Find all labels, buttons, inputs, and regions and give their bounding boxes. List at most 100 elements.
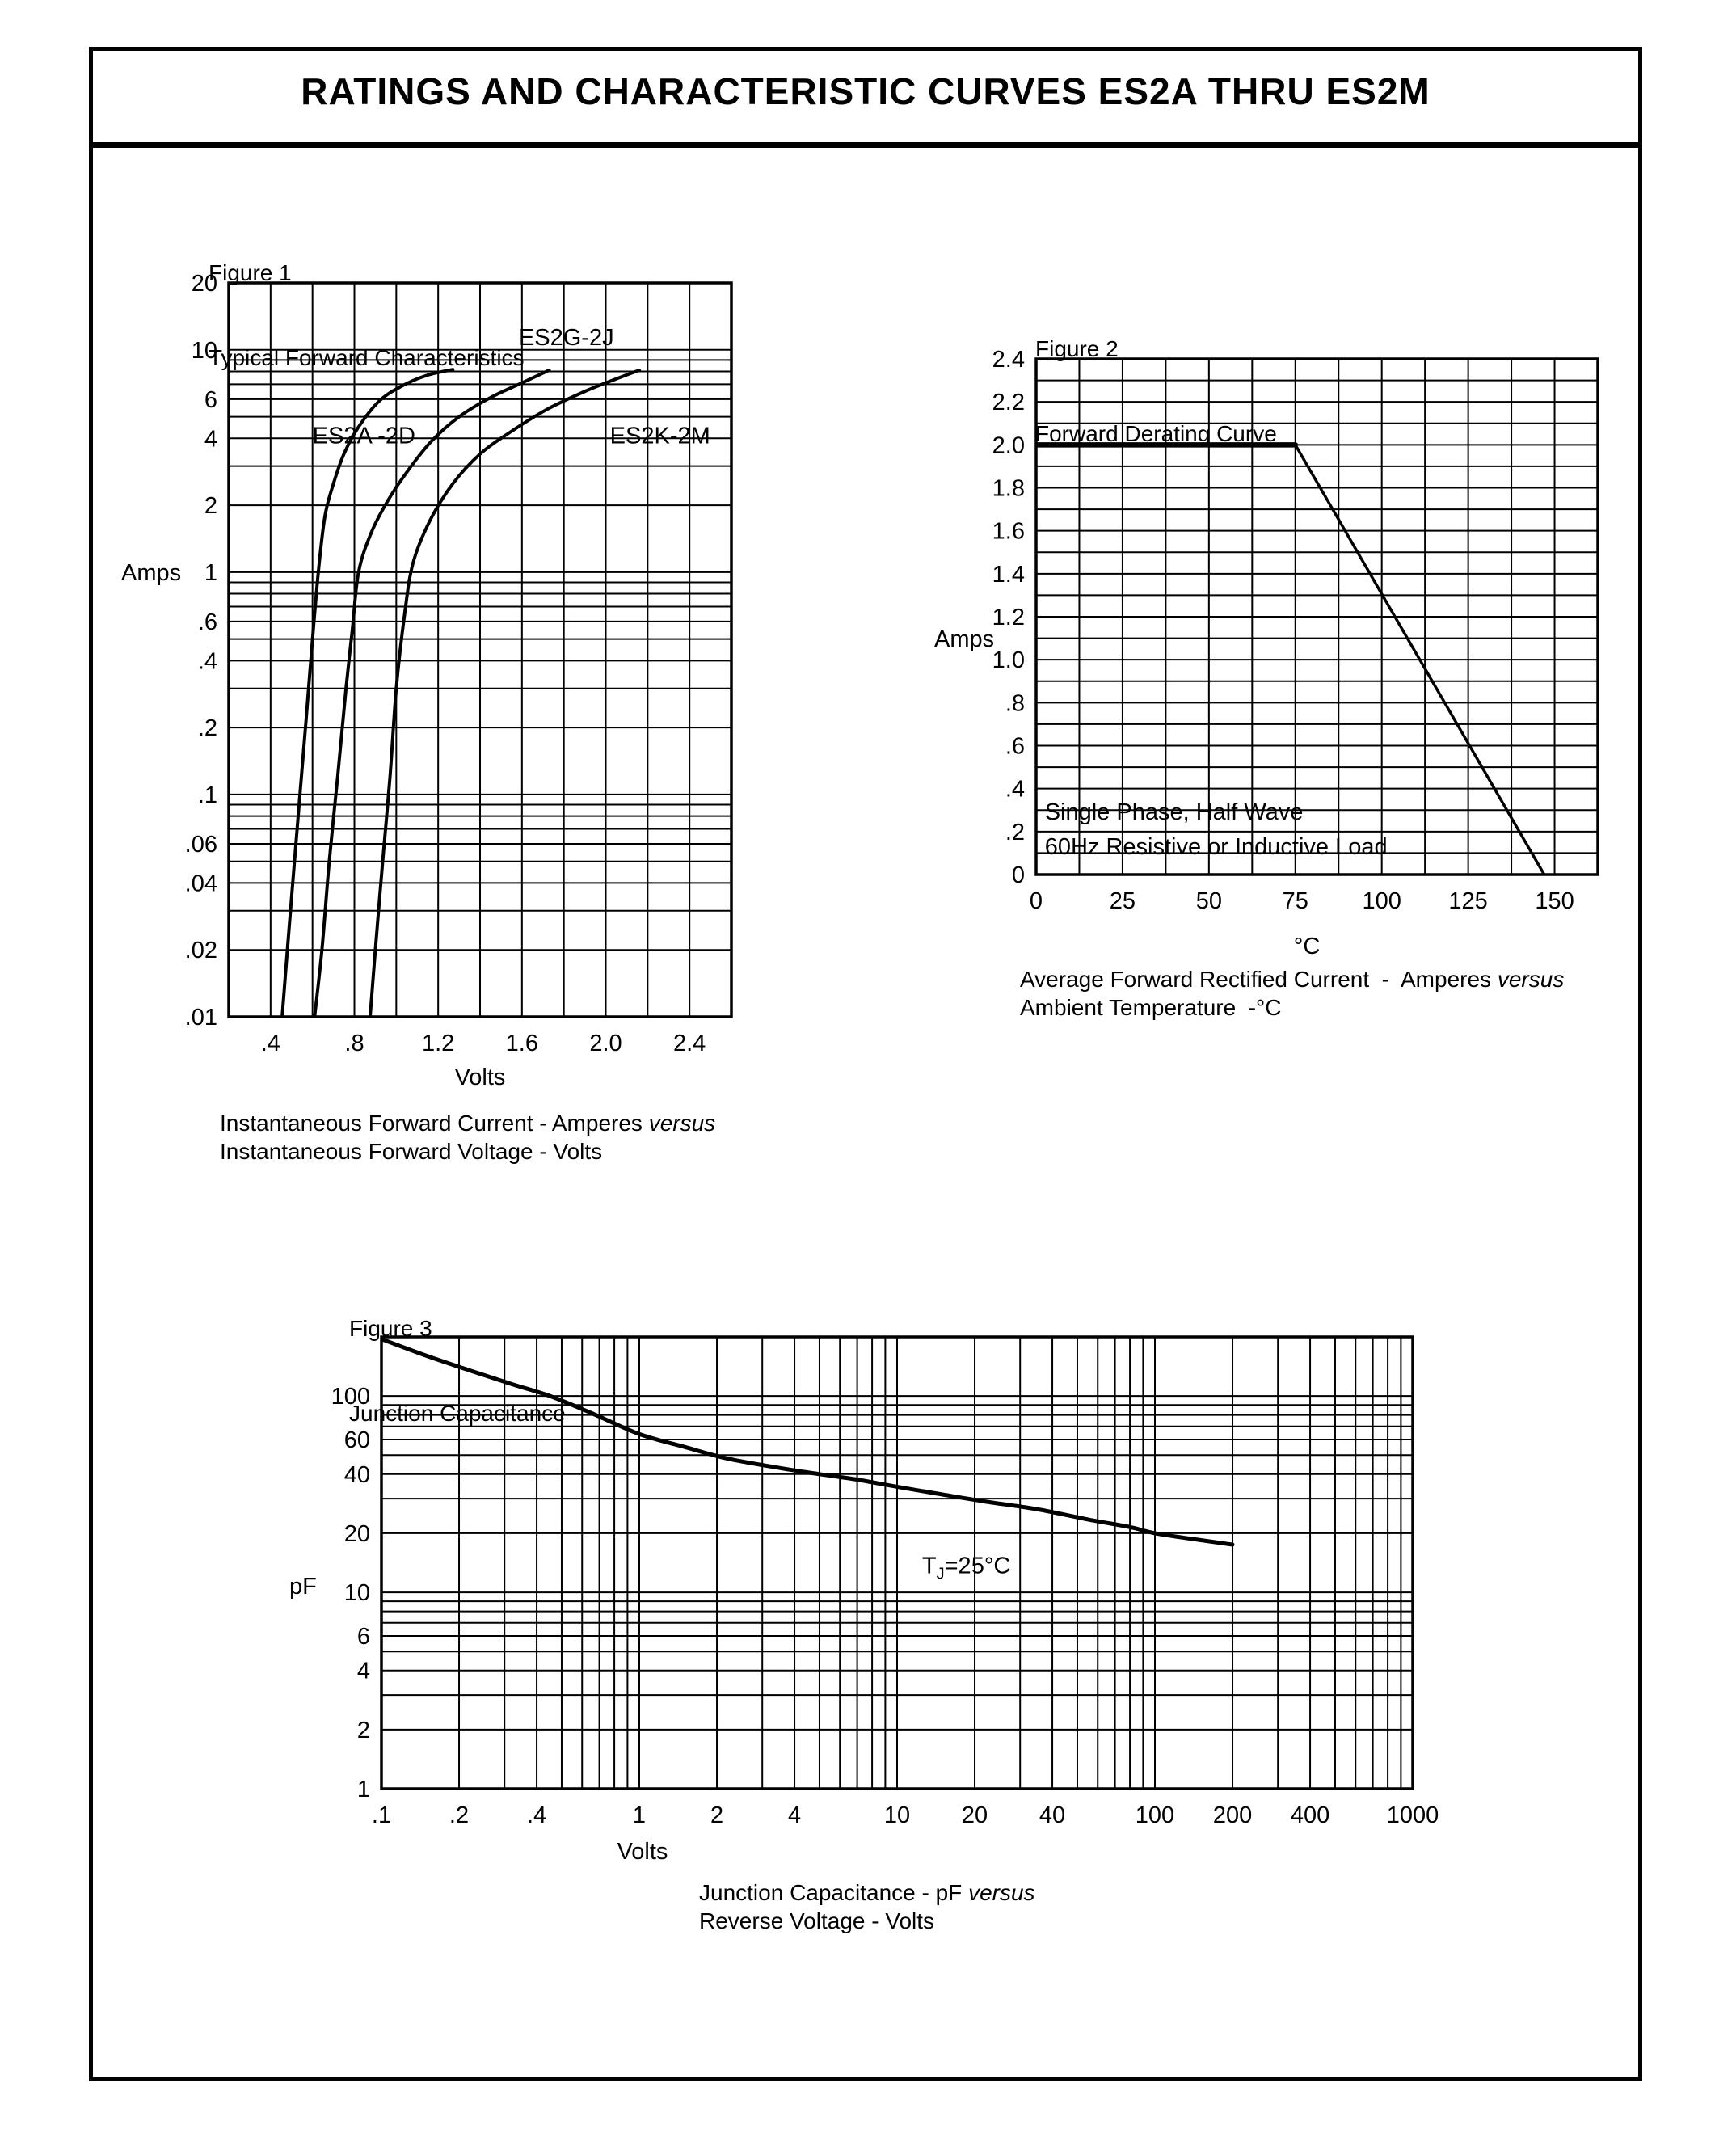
y-tick-label: 2.2 [992,390,1025,415]
x-tick-label: 2 [710,1802,723,1828]
x-axis-label: Volts [617,1839,668,1865]
y-tick-label: 2.0 [992,432,1025,458]
x-tick-label: 50 [1196,888,1222,914]
curves [1035,442,1546,875]
figure2-heading: Figure 2 Forward Derating Curve [1035,278,1277,476]
y-tick-label: 10 [192,338,217,364]
curve-derating-slope [1294,443,1546,875]
x-tick-label: .2 [449,1802,469,1828]
x-tick-label: 40 [1039,1802,1065,1828]
y-tick-label: .1 [198,782,217,808]
x-tick-label: 200 [1213,1802,1252,1828]
grid [229,283,731,1017]
y-tick-label: 4 [204,426,217,452]
y-tick-label: 1.4 [992,562,1025,588]
x-tick-label: .4 [527,1802,546,1828]
grid [381,1337,1413,1789]
curve-junction-capacitance [381,1337,1235,1547]
curve-es2g-2j [313,368,551,1018]
y-tick-label: 100 [331,1384,370,1410]
caption-line: Junction Capacitance - pF versus [699,1880,1035,1905]
y-tick-label: 1.8 [992,476,1025,502]
y-tick-label: 1 [204,560,217,586]
y-tick-label: 1.2 [992,605,1025,630]
y-tick-label: .01 [185,1005,217,1031]
plot-border [1034,357,1599,876]
curves [280,368,641,1018]
x-tick-label: 0 [1030,888,1043,914]
curve-label-single-phase-half-wave: Single Phase, Half Wave [1045,799,1304,825]
x-tick-label: 2.4 [673,1031,706,1056]
curve-label-es2g-2j: ES2G-2J [519,325,614,351]
tick-labels: 2.4 2.2 2.0 1.8 1.6 1.4 1.2 1.0 .8 .6 .4 .2 00 25 50 75… [992,347,1574,914]
y-tick-label: 60 [344,1427,370,1453]
page-border [89,47,1642,2081]
y-tick-label: .6 [198,609,217,635]
x-tick-label: 1.2 [422,1031,454,1056]
y-tick-label: .6 [1005,734,1025,760]
y-tick-label: 1.6 [992,519,1025,545]
y-tick-label: .2 [198,715,217,741]
figure2-chart: 2.4 2.2 2.0 1.8 1.6 1.4 1.2 1.0 .8 .6 .4 .2 00 25 50 75… [934,347,1599,959]
curves [381,1337,1235,1547]
x-tick-label: 20 [962,1802,988,1828]
plot-annotation: TJ=25°C [922,1554,1010,1583]
y-tick-label: 10 [344,1580,370,1606]
x-tick-label: 400 [1291,1802,1329,1828]
x-tick-label: 1 [633,1802,646,1828]
x-tick-label: .8 [344,1031,364,1056]
y-tick-label: .06 [185,832,217,858]
curve-label-es2k-2m: ES2K-2M [610,423,710,449]
title-divider [91,142,1641,148]
caption-line: Ambient Temperature -°C [1020,995,1282,1020]
x-tick-label: 2.0 [589,1031,622,1056]
x-tick-label: 25 [1110,888,1136,914]
x-tick-label: .1 [372,1802,391,1828]
y-tick-label: 0 [1012,862,1025,888]
y-tick-label: 2 [204,493,217,519]
y-tick-label: 2 [357,1718,370,1743]
caption-line: Average Forward Rectified Current - Ampe… [1020,967,1565,992]
y-tick-label: .8 [1005,690,1025,716]
y-tick-label: 1 [357,1777,370,1802]
x-tick-label: 75 [1283,888,1308,914]
y-tick-label: 20 [192,271,217,297]
curve-label-es2a-2d: ES2A -2D [313,423,415,449]
figure2-label: Figure 2 [1035,336,1119,361]
y-tick-label: 20 [344,1521,370,1547]
curve-label-60hz-resistive-or-inductive-load: 60Hz Resistive or Inductive Load [1045,834,1388,860]
figure2-caption: Average Forward Rectified Current - Ampe… [1020,965,1564,1022]
x-tick-label: 4 [788,1802,801,1828]
plot-border [227,281,733,1018]
x-tick-label: 150 [1535,888,1574,914]
caption-line: Instantaneous Forward Current - Amperes … [220,1111,716,1136]
x-tick-label: 100 [1362,888,1401,914]
y-tick-label: .02 [185,938,217,963]
y-tick-label: 6 [204,387,217,413]
page-title: RATINGS AND CHARACTERISTIC CURVES ES2A T… [301,70,1431,112]
curve-es2a-2d [280,368,455,1018]
y-axis-label: pF [289,1574,317,1600]
y-tick-label: 2.4 [992,347,1025,373]
x-tick-label: 100 [1136,1802,1174,1828]
y-axis-label: Amps [934,626,994,652]
y-tick-label: .4 [1005,777,1025,803]
x-axis-label: °C [1294,934,1321,959]
plot-border [380,1335,1414,1790]
figure1-label: Figure 1 [209,260,292,285]
caption-line: Reverse Voltage - Volts [699,1908,935,1933]
x-tick-label: 125 [1448,888,1487,914]
y-tick-label: .2 [1005,820,1025,845]
y-tick-label: 4 [357,1659,370,1684]
x-tick-label: 1000 [1387,1802,1439,1828]
figure1-caption: Instantaneous Forward Current - Amperes … [220,1109,715,1166]
figure3-caption: Junction Capacitance - pF versus Reverse … [699,1878,1035,1935]
y-tick-label: 40 [344,1462,370,1488]
figure2-title: Forward Derating Curve [1035,421,1277,446]
x-tick-label: .4 [261,1031,280,1056]
